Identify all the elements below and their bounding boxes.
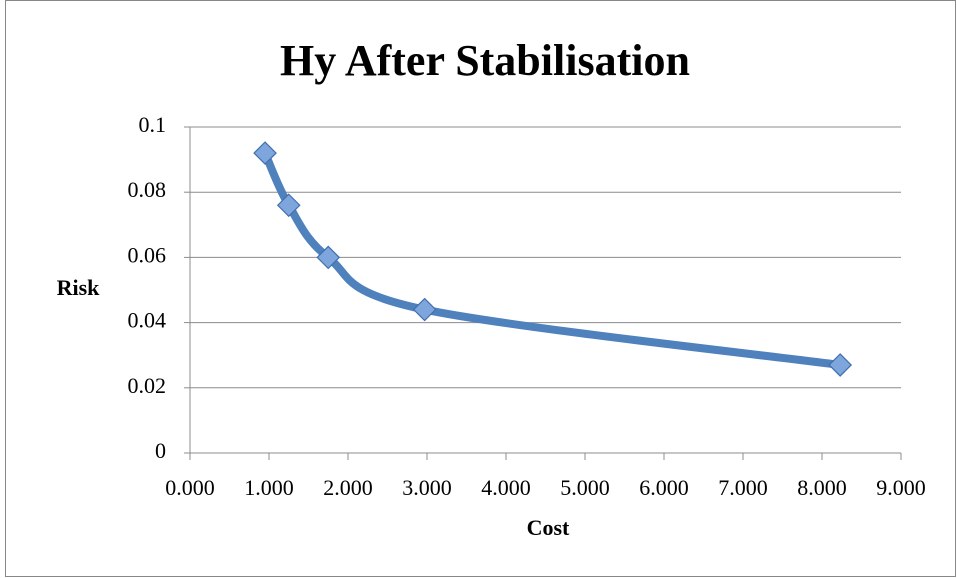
y-tick-label: 0.08: [128, 177, 167, 202]
y-tick-label: 0.06: [128, 242, 167, 267]
x-tick-label: 1.000: [244, 475, 294, 500]
marker: [253, 141, 277, 165]
marker: [276, 193, 301, 218]
x-tick-label: 3.000: [402, 475, 452, 500]
y-tick-label: 0.1: [139, 112, 167, 137]
y-tick-label: 0.04: [128, 308, 167, 333]
chart-title: Hy After Stabilisation: [280, 36, 690, 85]
chart-frame: [5, 0, 956, 577]
x-tick-label: 9.000: [876, 475, 926, 500]
marker: [828, 353, 853, 377]
x-tick-label: 6.000: [639, 475, 689, 500]
y-axis-label: Risk: [57, 275, 101, 300]
y-tick-label: 0: [155, 438, 166, 463]
x-axis-label: Cost: [527, 515, 570, 540]
x-tick-label: 4.000: [481, 475, 531, 500]
x-tick-label: 2.000: [323, 475, 373, 500]
x-tick-label: 8.000: [797, 475, 847, 500]
x-tick-label: 0.000: [165, 475, 215, 500]
x-tick-label: 5.000: [560, 475, 610, 500]
x-tick-label: 7.000: [718, 475, 768, 500]
marker: [316, 245, 341, 270]
marker: [412, 297, 437, 322]
y-tick-label: 0.02: [128, 373, 167, 398]
